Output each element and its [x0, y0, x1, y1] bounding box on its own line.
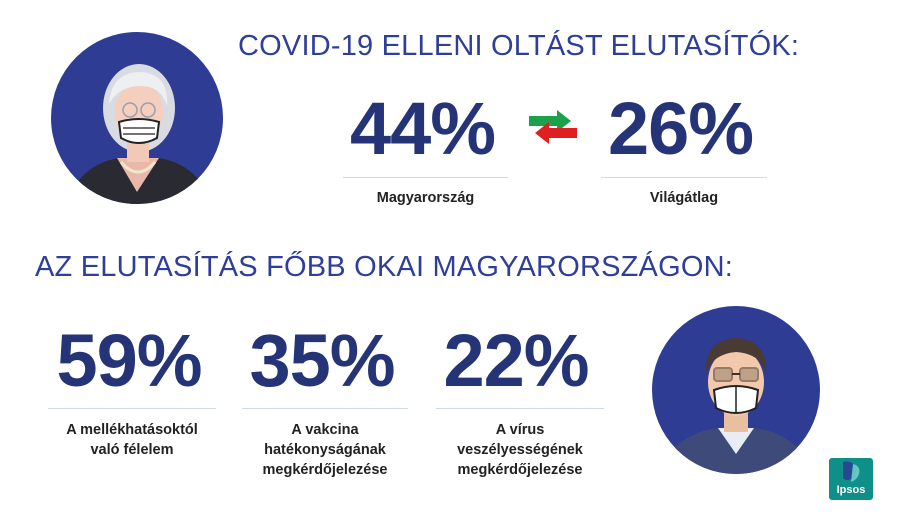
reason-label: A mellékhatásoktól való félelem	[48, 420, 216, 460]
reason-value: 59%	[56, 319, 202, 402]
world-label: Világátlag	[649, 190, 719, 206]
reason-line: A mellékhatásoktól	[66, 422, 198, 438]
reason-divider	[436, 408, 604, 409]
woman-avatar	[49, 30, 225, 206]
reason-line: A vakcina	[291, 422, 359, 438]
reason-line: való félelem	[90, 442, 174, 458]
ipsos-logo: Ipsos	[829, 458, 873, 500]
reason-value: 35%	[249, 319, 395, 402]
reason-line: megkérdőjelezése	[262, 462, 388, 478]
hungary-divider	[343, 177, 508, 178]
reasons-title: AZ ELUTASÍTÁS FŐBB OKAI MAGYARORSZÁGON:	[35, 251, 734, 283]
reason-label: A vakcina hatékonyságának megkérdőjelezé…	[242, 420, 408, 480]
ipsos-logo-icon	[843, 461, 860, 482]
reason-line: megkérdőjelezése	[457, 462, 583, 478]
reason-value: 22%	[443, 319, 589, 402]
exchange-arrows-icon	[527, 108, 579, 146]
man-avatar	[650, 304, 822, 476]
reason-label: A vírus veszélyességének megkérdőjelezés…	[436, 420, 604, 480]
reason-line: veszélyességének	[457, 442, 583, 458]
reason-line: A vírus	[495, 422, 545, 438]
hungary-label: Magyarország	[376, 190, 475, 206]
page-title: COVID-19 ELLENI OLTÁST ELUTASÍTÓK:	[238, 30, 800, 62]
reason-line: hatékonyságának	[264, 442, 386, 458]
ipsos-logo-text: Ipsos	[836, 484, 866, 496]
world-value: 26%	[607, 87, 754, 170]
reason-divider	[242, 408, 408, 409]
hungary-value: 44%	[349, 87, 496, 170]
reason-divider	[48, 408, 216, 409]
world-divider	[601, 177, 767, 178]
